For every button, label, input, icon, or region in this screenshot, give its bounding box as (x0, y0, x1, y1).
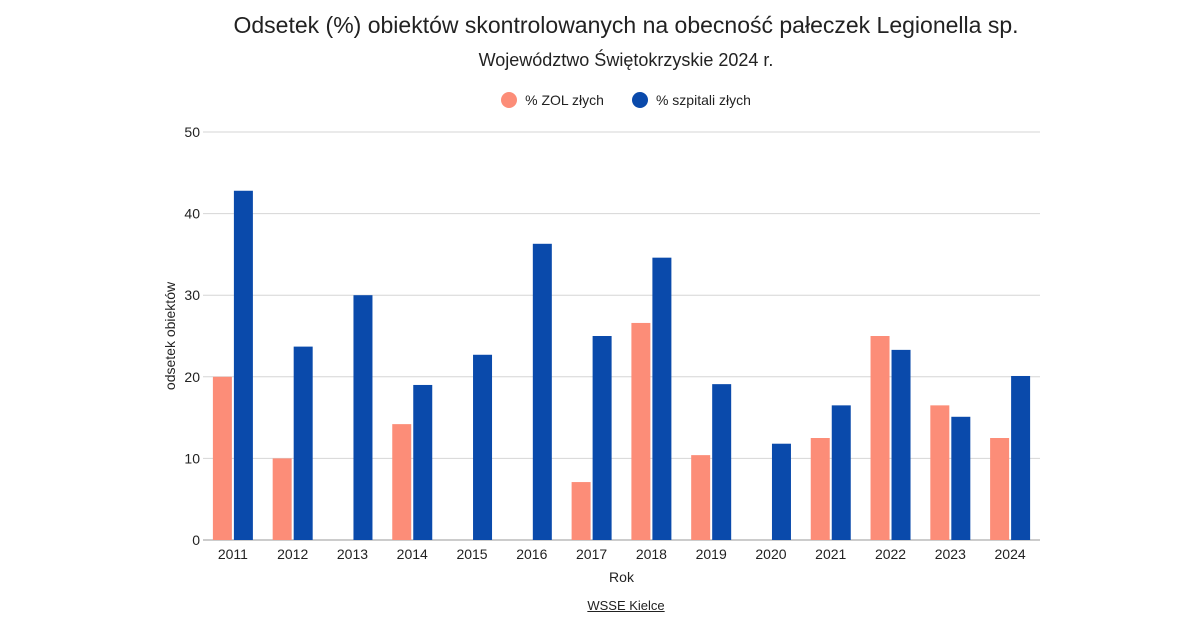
y-tick-label: 0 (192, 532, 200, 548)
bar-zol-2023 (930, 405, 950, 540)
x-tick-label: 2017 (576, 546, 607, 562)
bar-zol-2024 (990, 438, 1010, 540)
bar-zol-2019 (691, 455, 711, 540)
bar-zol-2014 (392, 424, 412, 540)
x-tick-label: 2013 (337, 546, 368, 562)
x-tick-label: 2022 (875, 546, 906, 562)
bar-szpitale-2019 (712, 384, 732, 540)
chart-subtitle: Województwo Świętokrzyskie 2024 r. (478, 50, 774, 70)
source-link[interactable]: WSSE Kielce (587, 598, 665, 613)
y-axis-label: odsetek obiektów (162, 281, 178, 390)
x-tick-label: 2018 (636, 546, 667, 562)
x-tick-label: 2023 (935, 546, 966, 562)
bar-szpitale-2015 (473, 354, 493, 540)
x-tick-label: 2012 (277, 546, 308, 562)
x-tick-label: 2020 (755, 546, 786, 562)
y-tick-label: 40 (184, 206, 200, 222)
bar-szpitale-2017 (592, 336, 612, 540)
bar-szpitale-2012 (293, 346, 313, 540)
bar-zol-2011 (212, 376, 232, 540)
y-tick-label: 30 (184, 287, 200, 303)
y-tick-label: 20 (184, 369, 200, 385)
x-tick-label: 2011 (218, 546, 248, 562)
bar-szpitale-2013 (353, 295, 373, 540)
bar-zol-2017 (571, 482, 591, 540)
bar-zol-2021 (810, 438, 830, 540)
x-tick-label: 2015 (456, 546, 487, 562)
bar-szpitale-2021 (831, 405, 851, 540)
bar-szpitale-2018 (652, 257, 672, 540)
legend-item-zol[interactable]: % ZOL złych (501, 92, 604, 108)
bar-szpitale-2024 (1011, 375, 1031, 540)
legend-dot-szpitale (631, 92, 648, 108)
x-tick-label: 2014 (397, 546, 428, 562)
legend-item-szpitale[interactable]: % szpitali złych (631, 92, 751, 108)
x-axis-label: Rok (609, 569, 635, 585)
bar-szpitale-2022 (891, 349, 911, 540)
x-tick-label: 2021 (815, 546, 846, 562)
y-tick-label: 10 (184, 450, 200, 466)
legend-dot-zol (501, 92, 518, 108)
y-tick-label: 50 (184, 124, 200, 140)
x-tick-label: 2019 (696, 546, 727, 562)
legend-label-zol: % ZOL złych (525, 92, 604, 108)
bar-szpitale-2014 (413, 384, 433, 540)
bar-zol-2018 (631, 322, 651, 540)
chart-title: Odsetek (%) obiektów skontrolowanych na … (233, 12, 1019, 38)
bar-szpitale-2011 (233, 190, 253, 540)
legend-label-szpitale: % szpitali złych (655, 92, 751, 108)
bar-zol-2022 (870, 336, 890, 540)
x-tick-label: 2024 (995, 546, 1026, 562)
bar-szpitale-2020 (771, 443, 791, 540)
legend: % ZOL złych % szpitali złych (0, 92, 1200, 108)
x-tick-label: 2016 (516, 546, 547, 562)
bar-szpitale-2016 (532, 243, 552, 541)
bar-szpitale-2023 (951, 416, 971, 540)
bar-zol-2012 (272, 458, 292, 540)
